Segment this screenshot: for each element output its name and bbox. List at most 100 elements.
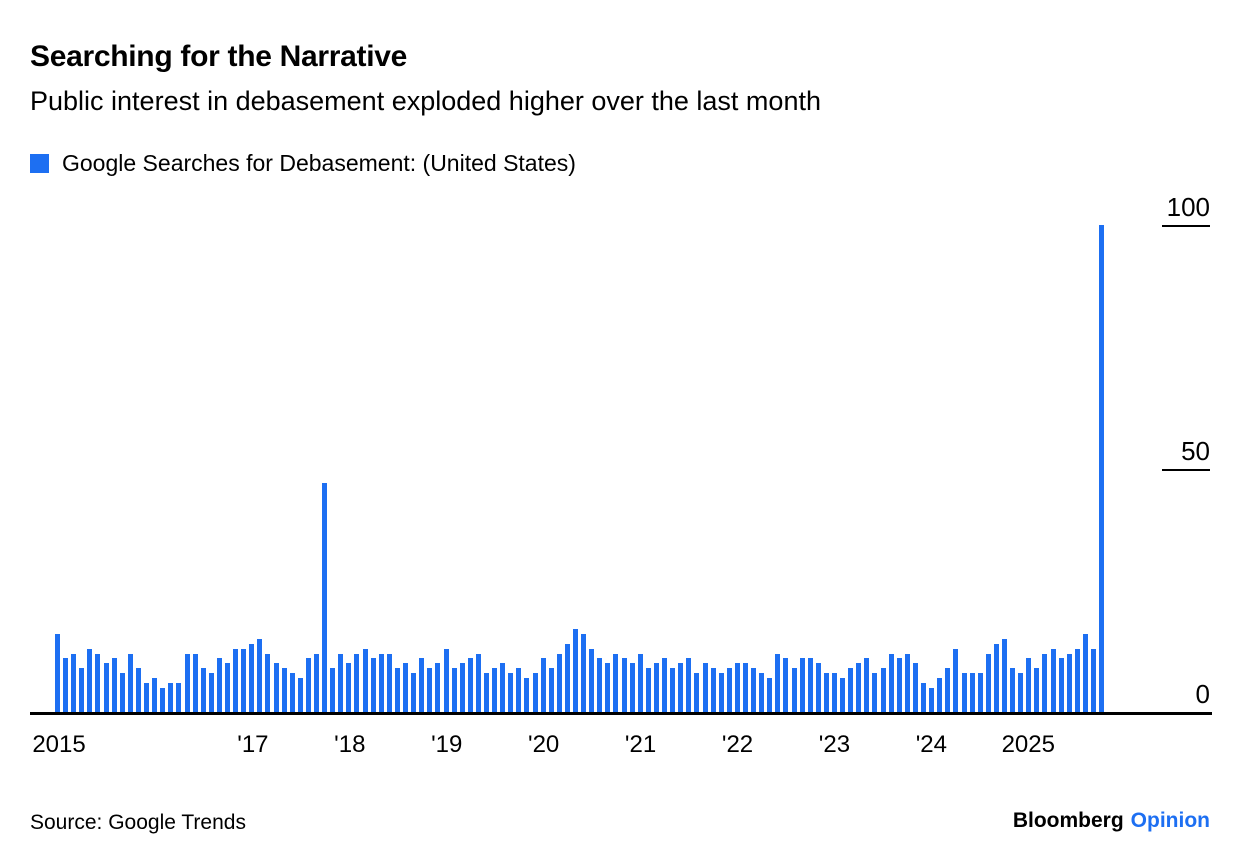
bar bbox=[467, 658, 473, 712]
y-axis-label: 50 bbox=[1181, 435, 1210, 466]
bar bbox=[1074, 648, 1080, 712]
bar bbox=[1018, 673, 1024, 712]
bar bbox=[564, 643, 570, 712]
chart-title: Searching for the Narrative bbox=[30, 40, 408, 73]
x-axis-label: '18 bbox=[334, 731, 366, 758]
bar bbox=[573, 629, 578, 712]
x-axis-label: 2015 bbox=[32, 731, 86, 758]
bar bbox=[492, 668, 498, 712]
bar bbox=[330, 668, 336, 712]
bar bbox=[411, 673, 417, 712]
bar bbox=[856, 663, 862, 712]
bar bbox=[912, 663, 918, 712]
bar bbox=[516, 668, 522, 712]
bar bbox=[734, 663, 740, 712]
bar bbox=[864, 658, 870, 712]
bar bbox=[459, 663, 465, 712]
x-axis-label: '22 bbox=[721, 731, 754, 758]
bar bbox=[742, 663, 748, 712]
bar bbox=[354, 653, 360, 712]
bar bbox=[645, 668, 651, 712]
bar bbox=[540, 658, 546, 712]
bar bbox=[305, 658, 311, 712]
bar bbox=[403, 663, 409, 712]
bar bbox=[338, 653, 344, 712]
bar bbox=[475, 653, 481, 712]
bar bbox=[176, 682, 182, 712]
bar bbox=[71, 653, 77, 712]
bar bbox=[961, 673, 967, 712]
bar bbox=[670, 668, 676, 712]
source-note: Source: Google Trends bbox=[30, 811, 246, 834]
bar bbox=[451, 668, 457, 712]
bar bbox=[629, 663, 635, 712]
bar bbox=[1050, 648, 1056, 712]
bar bbox=[1099, 225, 1105, 712]
x-axis-label: '19 bbox=[431, 731, 463, 758]
bar bbox=[686, 658, 692, 712]
bar bbox=[662, 658, 668, 712]
bar bbox=[168, 682, 174, 712]
bar bbox=[314, 653, 319, 712]
bar bbox=[1082, 634, 1088, 712]
bar bbox=[419, 658, 425, 712]
bar bbox=[767, 677, 773, 712]
bar bbox=[55, 634, 60, 712]
y-tick-line bbox=[1162, 468, 1210, 471]
bar bbox=[1001, 638, 1007, 712]
brand-logo: Bloomberg Opinion bbox=[1013, 809, 1210, 833]
bar bbox=[87, 648, 93, 712]
bar bbox=[880, 668, 886, 712]
bar bbox=[694, 673, 700, 712]
bar bbox=[265, 653, 271, 712]
x-axis-label: '23 bbox=[818, 731, 851, 758]
bar bbox=[702, 663, 708, 712]
bar bbox=[152, 677, 158, 712]
bar bbox=[613, 653, 619, 712]
bar bbox=[1058, 658, 1064, 712]
y-axis-label: 100 bbox=[1166, 192, 1210, 222]
bar bbox=[556, 653, 562, 712]
bar bbox=[751, 668, 757, 712]
bar bbox=[160, 687, 166, 712]
bar bbox=[937, 677, 943, 712]
bar bbox=[119, 673, 125, 712]
bar bbox=[386, 653, 392, 712]
bar bbox=[921, 682, 927, 712]
bar bbox=[1034, 668, 1040, 712]
bar bbox=[435, 663, 441, 712]
bar bbox=[144, 682, 150, 712]
bar bbox=[799, 658, 805, 712]
bar bbox=[1010, 668, 1016, 712]
bar bbox=[233, 648, 239, 712]
bar bbox=[597, 658, 603, 712]
bar bbox=[500, 663, 506, 712]
brand-logo-bloomberg: Bloomberg bbox=[1012, 809, 1124, 832]
bar bbox=[95, 653, 101, 712]
bar bbox=[581, 634, 587, 712]
bar bbox=[653, 663, 659, 712]
bar bbox=[394, 668, 400, 712]
bar bbox=[807, 658, 813, 712]
bar bbox=[929, 687, 935, 712]
bar bbox=[848, 668, 854, 712]
bar bbox=[791, 668, 797, 712]
bar bbox=[815, 663, 821, 712]
bar bbox=[184, 653, 190, 712]
bar bbox=[281, 668, 287, 712]
bar bbox=[289, 673, 295, 712]
bar bbox=[192, 653, 198, 712]
bar bbox=[362, 648, 368, 712]
bar bbox=[249, 643, 255, 712]
bar bbox=[273, 663, 279, 712]
bar bbox=[216, 658, 222, 712]
bar bbox=[346, 663, 352, 712]
bar bbox=[111, 658, 117, 712]
bar bbox=[103, 663, 109, 712]
bar bbox=[257, 638, 263, 712]
x-axis-label: 2025 bbox=[1001, 731, 1055, 758]
bar bbox=[718, 673, 724, 712]
bar bbox=[621, 658, 627, 712]
x-axis-line bbox=[30, 712, 1212, 715]
